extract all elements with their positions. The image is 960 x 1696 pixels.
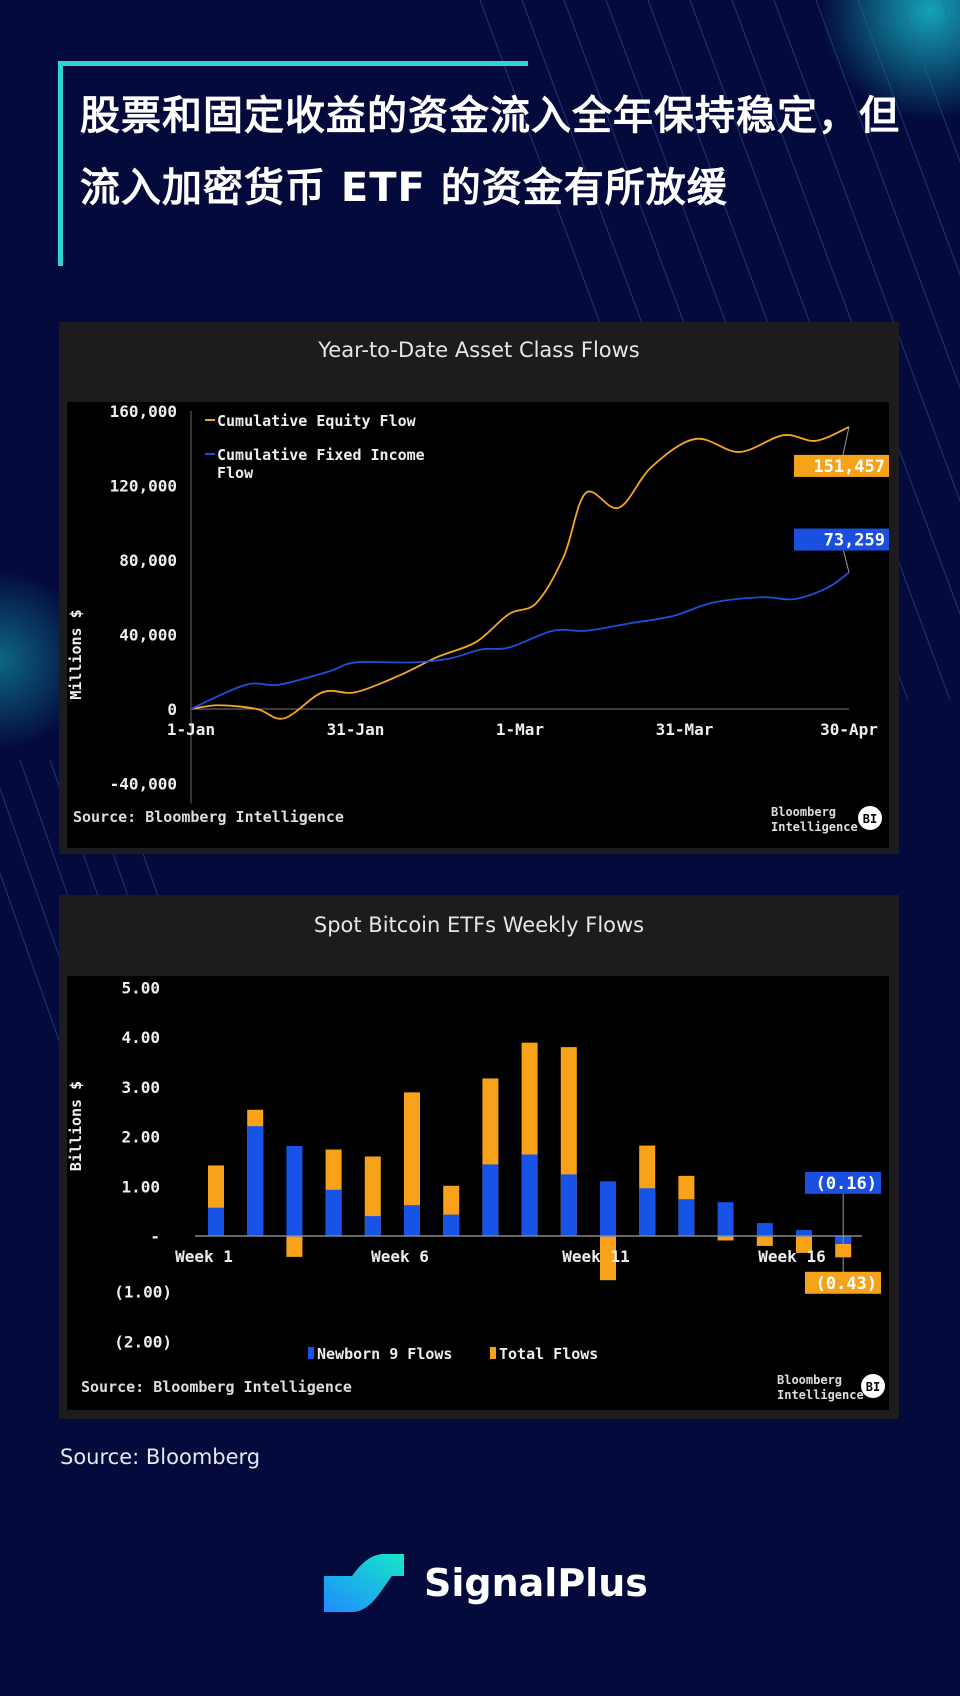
- line-chart: 160,000 120,000 80,000 40,000 0 -40,000 1-Jan 3…: [67, 402, 889, 834]
- chart-title: Year-to-Date Asset Class Flows: [318, 338, 640, 362]
- bar-newborn-flows: [756, 1223, 773, 1236]
- y-tick-label: (2.00): [114, 1332, 172, 1351]
- end-value-label-box: [805, 1171, 881, 1194]
- y-tick-label: 3.00: [121, 1078, 160, 1097]
- y-axis-label: Millions $: [67, 609, 85, 699]
- y-tick-label: 80,000: [119, 551, 177, 570]
- bar-newborn-flows: [560, 1174, 577, 1236]
- bar-total-flows: [717, 1236, 734, 1241]
- bar-newborn-flows: [717, 1202, 734, 1236]
- bar-newborn-flows: [600, 1181, 616, 1236]
- end-value-label-box: [794, 528, 889, 551]
- x-tick-label: Week 16: [758, 1247, 825, 1266]
- y-axis-label: Billions $: [67, 1081, 85, 1171]
- brand-label: Intelligence: [777, 1388, 864, 1402]
- page-title: 股票和固定收益的资金流入全年保持稳定，但流入加密货币 ETF 的资金有所放缓: [80, 93, 900, 211]
- chart-title: Spot Bitcoin ETFs Weekly Flows: [313, 913, 645, 937]
- series-line-fixed-income: [190, 571, 850, 710]
- source-note: Source: Bloomberg: [60, 1445, 261, 1469]
- legend-label: Cumulative Equity Flow: [217, 412, 417, 430]
- bi-badge-text: BI: [863, 812, 877, 826]
- label-leader: [842, 548, 850, 573]
- bar-newborn-flows: [404, 1205, 420, 1236]
- legend-label: Newborn 9 Flows: [317, 1345, 452, 1363]
- x-tick-label: 31-Mar: [656, 720, 714, 739]
- brand-label: Bloomberg: [771, 805, 836, 819]
- y-tick-label: (1.00): [114, 1283, 172, 1302]
- legend-label: Total Flows: [499, 1345, 598, 1363]
- decor-line: [815, 0, 960, 390]
- bar-newborn-flows: [482, 1164, 499, 1236]
- end-value-label-box: [805, 1271, 881, 1294]
- bar-newborn-flows: [247, 1126, 264, 1236]
- end-value-label: (0.43): [816, 1274, 877, 1294]
- y-tick-label: 120,000: [110, 477, 177, 496]
- y-tick-label: -40,000: [110, 775, 177, 794]
- decor-line: [857, 0, 960, 277]
- x-tick-label: 31-Jan: [327, 720, 385, 739]
- signalplus-logo-icon: [324, 1554, 404, 1612]
- bar-total-flows: [796, 1236, 812, 1253]
- bar-newborn-flows: [364, 1216, 381, 1236]
- end-value-label-box: [794, 454, 889, 477]
- legend-swatch-newborn: [308, 1347, 314, 1359]
- bar-newborn-flows: [678, 1199, 695, 1236]
- y-tick-label: 40,000: [119, 626, 177, 645]
- bar-chart-panel: Spot Bitcoin ETFs Weekly Flows Billions …: [59, 895, 899, 1419]
- bar-total-flows: [404, 1092, 420, 1236]
- bar-total-flows: [286, 1236, 303, 1257]
- end-value-label: (0.16): [816, 1174, 877, 1194]
- y-tick-label: 0: [167, 700, 177, 719]
- title-accent-top: [58, 61, 528, 66]
- y-tick-label: 2.00: [121, 1128, 160, 1147]
- x-tick-label: Week 11: [562, 1247, 629, 1266]
- x-tick-label: 1-Mar: [496, 720, 544, 739]
- bi-badge: [858, 806, 882, 830]
- bar-newborn-flows: [443, 1214, 460, 1236]
- bar-newborn-flows: [325, 1189, 342, 1236]
- series-line-equity: [190, 426, 850, 720]
- y-tick-label: 160,000: [110, 402, 177, 421]
- bar-newborn-flows: [208, 1207, 224, 1236]
- x-tick-label: Week 6: [371, 1247, 429, 1266]
- bar-total-flows: [600, 1236, 616, 1281]
- y-tick-label: 1.00: [121, 1177, 160, 1196]
- brand-label: Bloomberg: [777, 1373, 842, 1387]
- legend-label: Cumulative Fixed Income: [217, 446, 425, 464]
- bar-newborn-flows: [796, 1230, 812, 1236]
- x-tick-label: 30-Apr: [820, 720, 878, 739]
- title-accent-left: [58, 61, 63, 266]
- bar-total-flows: [756, 1236, 773, 1246]
- source-label: Source: Bloomberg Intelligence: [73, 808, 344, 826]
- legend-label: Flow: [217, 464, 254, 482]
- legend-swatch-total: [490, 1347, 496, 1359]
- brand-label: Intelligence: [771, 820, 858, 834]
- bar-chart: Billions $ 5.00 4.00 3.00 2.00 1.00 - (1.00) (2.…: [67, 979, 885, 1402]
- signalplus-logo: SignalPlus: [322, 1552, 648, 1614]
- bar-newborn-flows: [639, 1188, 656, 1236]
- line-chart-panel: Year-to-Date Asset Class Flows 160,000 12…: [59, 322, 899, 854]
- y-tick-label: -: [150, 1227, 160, 1246]
- y-tick-label: 5.00: [121, 979, 160, 998]
- end-value-label: 151,457: [813, 457, 885, 477]
- bi-badge: [861, 1374, 885, 1398]
- bar-chart-plot: Billions $ 5.00 4.00 3.00 2.00 1.00 - (1.00) (2.…: [67, 976, 889, 1410]
- brand-name: SignalPlus: [424, 1561, 648, 1605]
- x-tick-label: Week 1: [175, 1247, 233, 1266]
- x-tick-label: 1-Jan: [167, 720, 215, 739]
- decor-line: [773, 0, 960, 503]
- bar-newborn-flows: [286, 1146, 303, 1236]
- bi-badge-text: BI: [866, 1380, 880, 1394]
- y-tick-label: 4.00: [121, 1028, 160, 1047]
- bar-newborn-flows: [521, 1154, 538, 1236]
- line-chart-plot: 160,000 120,000 80,000 40,000 0 -40,000 1-Jan 3…: [67, 402, 889, 848]
- end-value-label: 73,259: [824, 531, 885, 551]
- source-label: Source: Bloomberg Intelligence: [81, 1378, 352, 1396]
- label-leader: [842, 426, 850, 456]
- decor-line: [899, 0, 960, 163]
